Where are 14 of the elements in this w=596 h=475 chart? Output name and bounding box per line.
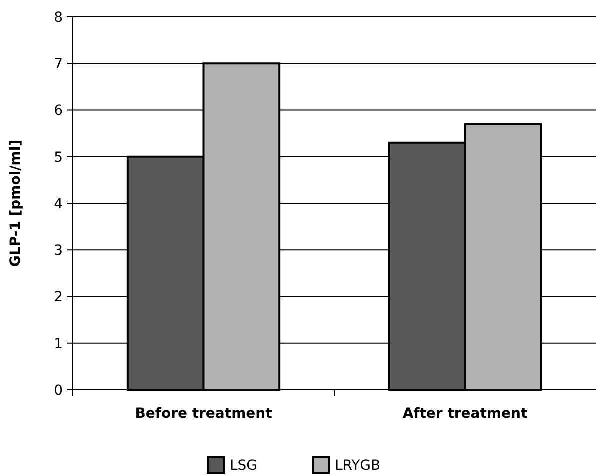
y-axis-title: GLP-1 [pmol/ml]: [8, 140, 24, 268]
y-tick-label: 3: [54, 243, 63, 260]
legend-label: LSG: [230, 458, 258, 474]
y-tick-label: 8: [54, 10, 63, 26]
x-tick-label: After treatment: [402, 406, 528, 422]
y-tick-label: 2: [54, 290, 63, 306]
y-tick-label: 0: [54, 382, 63, 399]
y-tick-label: 7: [54, 56, 63, 73]
x-tick-label: Before treatment: [135, 406, 273, 422]
legend-label: LRYGB: [335, 458, 381, 474]
y-tick-label: 5: [54, 150, 63, 166]
y-tick-label: 1: [54, 336, 63, 352]
y-tick-label: 4: [54, 196, 64, 212]
y-tick-label: 6: [54, 103, 64, 120]
